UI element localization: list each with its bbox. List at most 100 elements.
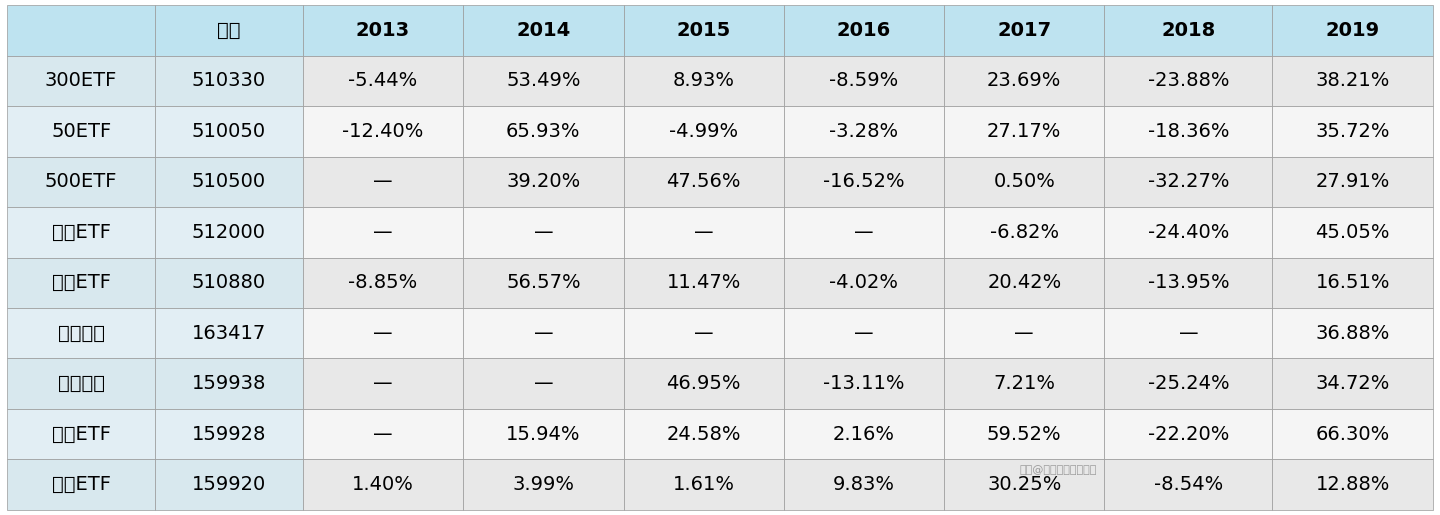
Text: 47.56%: 47.56% [667,173,742,191]
Text: 24.58%: 24.58% [667,425,742,443]
Text: -4.02%: -4.02% [829,273,899,292]
Bar [464,358,624,409]
Bar [1104,308,1273,358]
Text: 53.49%: 53.49% [505,72,580,90]
Bar [7,106,156,157]
Bar [156,207,302,258]
Bar [1273,308,1433,358]
Text: 8.93%: 8.93% [672,72,734,90]
Text: 27.17%: 27.17% [986,122,1061,141]
Text: 38.21%: 38.21% [1316,72,1390,90]
Text: 3.99%: 3.99% [513,475,575,494]
Text: 510050: 510050 [192,122,266,141]
Bar [7,358,156,409]
Bar [156,56,302,106]
Bar [1273,157,1433,207]
Bar [464,308,624,358]
Bar [783,459,945,510]
Text: —: — [534,324,553,342]
Text: 2013: 2013 [356,21,410,40]
Bar [1104,106,1273,157]
Text: 消费ETF: 消费ETF [52,425,111,443]
Bar [1273,409,1433,459]
Text: 46.95%: 46.95% [667,374,742,393]
Bar [7,157,156,207]
Bar [464,56,624,106]
Bar [945,308,1104,358]
Text: 59.52%: 59.52% [986,425,1061,443]
Text: 65.93%: 65.93% [505,122,580,141]
Text: -22.20%: -22.20% [1148,425,1230,443]
Bar [156,5,302,56]
Text: —: — [534,223,553,242]
Text: 15.94%: 15.94% [505,425,580,443]
Bar [464,157,624,207]
Text: 2014: 2014 [516,21,570,40]
Text: 1.61%: 1.61% [672,475,734,494]
Text: -5.44%: -5.44% [348,72,418,90]
Text: 知乎@朱晓芸量化数据员: 知乎@朱晓芸量化数据员 [1020,465,1097,475]
Text: 39.20%: 39.20% [507,173,580,191]
Text: 300ETF: 300ETF [45,72,117,90]
Bar [945,409,1104,459]
Bar [156,409,302,459]
Bar [302,358,464,409]
Text: 159920: 159920 [192,475,266,494]
Text: 2.16%: 2.16% [832,425,896,443]
Text: 11.47%: 11.47% [667,273,740,292]
Text: 500ETF: 500ETF [45,173,118,191]
Bar [7,409,156,459]
Bar [156,106,302,157]
Text: 2017: 2017 [998,21,1051,40]
Bar [1273,207,1433,258]
Bar [624,409,783,459]
Bar [945,106,1104,157]
Bar [624,358,783,409]
Text: 35.72%: 35.72% [1315,122,1390,141]
Bar [945,207,1104,258]
Bar [156,459,302,510]
Bar [1104,207,1273,258]
Text: 159938: 159938 [192,374,266,393]
Text: —: — [694,324,713,342]
Text: 510330: 510330 [192,72,266,90]
Bar [945,157,1104,207]
Bar [624,459,783,510]
Bar [7,207,156,258]
Text: 50ETF: 50ETF [50,122,111,141]
Text: -13.95%: -13.95% [1148,273,1230,292]
Text: -6.82%: -6.82% [989,223,1058,242]
Bar [783,358,945,409]
Text: 45.05%: 45.05% [1315,223,1390,242]
Text: 16.51%: 16.51% [1315,273,1390,292]
Text: -25.24%: -25.24% [1148,374,1230,393]
Text: 2019: 2019 [1326,21,1380,40]
Text: -18.36%: -18.36% [1148,122,1230,141]
Text: -13.11%: -13.11% [824,374,904,393]
Text: 券商ETF: 券商ETF [52,223,111,242]
Bar [302,207,464,258]
Bar [1273,358,1433,409]
Bar [783,258,945,308]
Text: 2015: 2015 [677,21,730,40]
Text: 1.40%: 1.40% [353,475,413,494]
Text: 159928: 159928 [192,425,266,443]
Text: -23.88%: -23.88% [1148,72,1230,90]
Bar [783,106,945,157]
Text: 56.57%: 56.57% [505,273,580,292]
Bar [783,5,945,56]
Bar [156,358,302,409]
Bar [464,106,624,157]
Bar [945,5,1104,56]
Bar [156,258,302,308]
Bar [1273,56,1433,106]
Bar [1104,258,1273,308]
Text: 36.88%: 36.88% [1316,324,1390,342]
Bar [464,409,624,459]
Text: -12.40%: -12.40% [343,122,423,141]
Bar [464,207,624,258]
Text: —: — [1014,324,1034,342]
Bar [1104,157,1273,207]
Bar [302,258,464,308]
Text: 兴全合宜: 兴全合宜 [58,324,105,342]
